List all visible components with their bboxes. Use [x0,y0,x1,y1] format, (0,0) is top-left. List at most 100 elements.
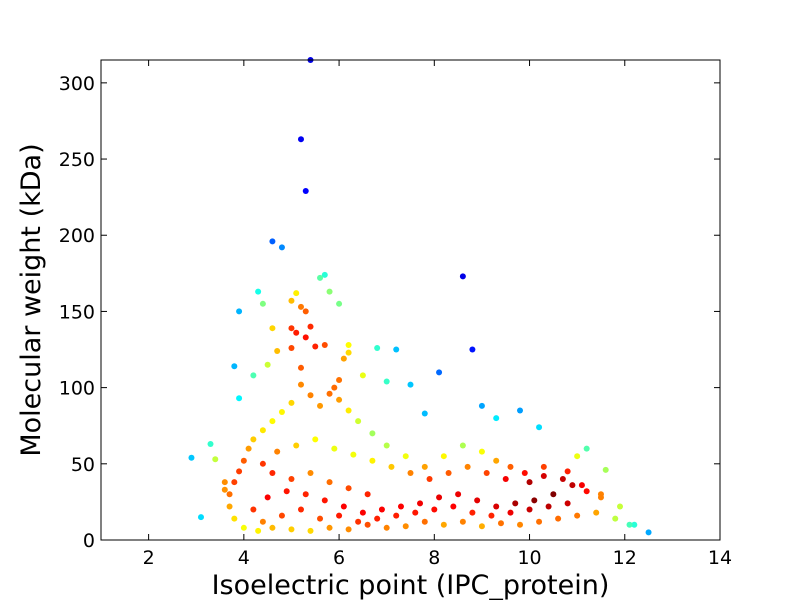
data-point [612,515,619,522]
data-point [297,381,304,388]
data-point [469,509,476,516]
data-point [236,308,243,315]
data-point [359,372,366,379]
data-point [517,407,524,414]
data-point [250,436,257,443]
data-point [502,476,509,483]
data-point [259,518,266,525]
y-axis-label: Molecular weight (kDa) [16,143,47,456]
data-point [478,523,485,530]
y-tick-label: 150 [59,301,95,323]
data-point [550,491,557,498]
data-point [255,288,262,295]
data-point [302,491,309,498]
data-point [288,345,295,351]
data-point [459,273,466,280]
data-point [307,323,314,330]
data-point [269,238,276,245]
x-tick-label: 10 [517,547,541,569]
y-tick-label: 100 [59,378,95,400]
data-point [531,497,538,504]
data-point [317,274,324,281]
data-point [402,523,409,530]
data-point [321,497,328,504]
data-point [421,518,428,525]
data-point [274,448,281,455]
data-point [478,402,485,409]
data-point [269,418,276,425]
points-layer [188,57,652,536]
data-point [288,297,295,304]
data-point [536,518,543,525]
data-point [397,503,404,510]
data-point [369,430,376,437]
data-point [545,503,552,510]
data-point [240,524,247,531]
data-point [317,402,324,409]
data-point [364,521,371,528]
data-point [593,509,600,516]
data-point [369,457,376,464]
data-point [231,479,238,486]
data-point [393,512,400,519]
data-point [340,355,347,362]
data-point [221,479,228,486]
data-point [645,529,652,536]
data-point [459,518,466,525]
data-point [312,436,319,443]
data-point [326,524,333,531]
x-tick-label: 14 [708,547,732,569]
data-point [469,346,476,353]
x-tick-label: 6 [333,547,345,569]
y-tick-label: 50 [71,454,95,476]
y-tick-label: 200 [59,225,95,247]
x-tick-label: 12 [613,547,637,569]
data-point [226,503,233,510]
data-point [383,524,390,531]
data-point [359,509,366,516]
data-point [574,512,581,519]
data-point [455,491,462,498]
data-point [345,349,352,356]
data-point [288,526,295,533]
data-point [259,427,266,434]
data-point [302,188,309,195]
data-point [355,518,362,525]
data-point [278,512,285,519]
data-point [493,415,500,422]
data-point [555,515,562,522]
data-point [564,468,571,475]
data-point [374,515,381,522]
data-point [283,488,290,495]
data-point [297,303,304,310]
data-point [345,526,352,533]
data-point [336,377,343,383]
data-point [402,453,409,460]
data-point [393,346,400,353]
data-point [307,469,314,476]
x-tick-label: 2 [143,547,155,569]
data-point [207,441,214,447]
data-point [312,343,319,350]
data-point [226,491,233,498]
data-point [459,442,466,449]
data-point [259,300,266,307]
data-point [221,486,228,493]
data-point [526,479,533,486]
data-point [526,506,533,513]
data-point [278,244,285,251]
data-point [269,469,276,476]
data-point [231,515,238,522]
data-point [340,503,347,510]
data-point [421,463,428,470]
data-point [293,329,300,336]
data-point [269,524,276,531]
data-point [345,341,352,348]
data-point [321,341,328,348]
data-point [440,453,447,460]
data-point [250,372,257,379]
data-point [302,308,309,315]
data-point [512,500,519,507]
data-point [569,482,576,489]
